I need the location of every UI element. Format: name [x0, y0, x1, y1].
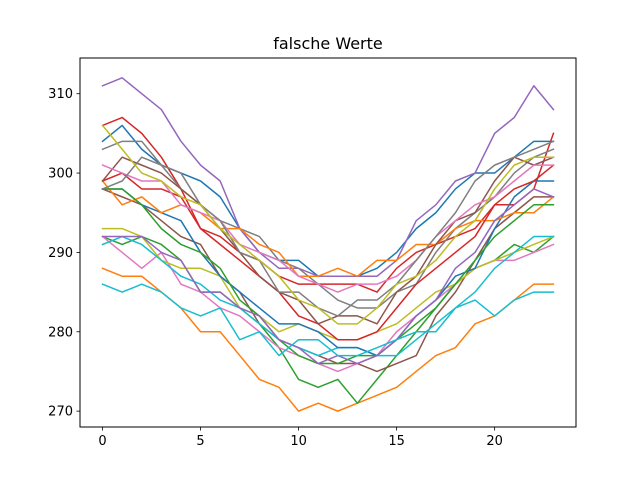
- series-line-5: [101, 77, 555, 277]
- y-tick-label-0: 270: [48, 405, 73, 420]
- chart-title: falsche Werte: [273, 34, 383, 53]
- series-line-11: [101, 180, 555, 357]
- y-tick-label-2: 290: [48, 246, 73, 261]
- series-layer: [101, 77, 555, 412]
- series-line-19: [101, 124, 555, 325]
- series-line-17: [101, 164, 555, 293]
- series-line-18: [101, 140, 555, 317]
- series-line-13: [101, 188, 555, 365]
- series-line-4: [101, 116, 555, 293]
- x-tick-label-1: 5: [196, 434, 204, 449]
- x-tick-label-0: 0: [98, 434, 106, 449]
- plot-area-frame: [79, 57, 577, 428]
- y-tick-label-1: 280: [48, 325, 73, 340]
- series-line-12: [101, 179, 555, 277]
- series-line-9: [101, 227, 555, 341]
- x-tick-label-4: 20: [486, 434, 503, 449]
- series-line-8: [101, 140, 555, 309]
- y-tick-label-3: 300: [48, 167, 73, 182]
- series-line-14: [101, 164, 555, 341]
- x-tick-label-3: 15: [388, 434, 405, 449]
- tick-layer: 0 5 10 15 20 270 280 290 300 310: [48, 87, 503, 449]
- series-line-15: [101, 188, 555, 365]
- series-line-16: [101, 156, 555, 325]
- x-tick-label-2: 10: [290, 434, 307, 449]
- series-line-20: [101, 283, 555, 357]
- y-tick-label-4: 310: [48, 87, 73, 102]
- series-line-10: [101, 235, 555, 357]
